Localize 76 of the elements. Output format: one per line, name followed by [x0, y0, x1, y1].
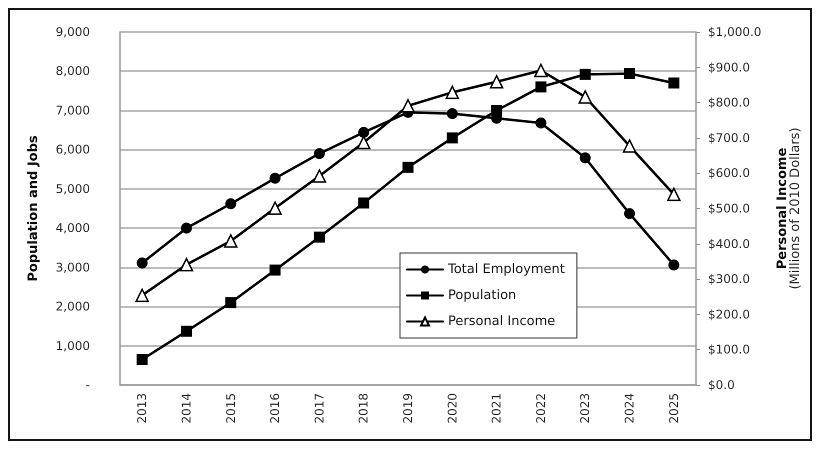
point [535, 81, 546, 92]
y-tick-label: 6,000 [56, 142, 90, 157]
y2-tick-label: $800.0 [708, 96, 750, 110]
point [356, 136, 370, 150]
point [268, 201, 282, 215]
point [270, 172, 281, 184]
point [667, 188, 681, 202]
point [358, 126, 370, 138]
point [401, 99, 415, 113]
point [535, 118, 546, 128]
point [225, 297, 236, 308]
point [446, 132, 458, 144]
point [446, 108, 458, 120]
y2-tick-label: $0.0 [708, 378, 735, 392]
y2-tick-label: $500.0 [708, 202, 750, 216]
y-tick-label: 4,000 [56, 221, 90, 236]
x-tick-label: 2020 [445, 393, 460, 424]
x-tick-label: 2013 [135, 393, 150, 424]
y-tick-label: - [86, 378, 90, 392]
y-tick-label: 8,000 [56, 64, 90, 78]
y2-tick-label: $300.0 [708, 272, 750, 286]
x-tick-label: 2015 [224, 393, 238, 424]
y2-tick-label: $200.0 [708, 307, 750, 322]
x-tick-label: 2017 [312, 393, 326, 424]
point [135, 288, 149, 302]
y2-tick-label: $700.0 [708, 130, 750, 145]
point [534, 64, 548, 78]
y2-tick-label: $400.0 [708, 236, 750, 251]
point [491, 104, 502, 116]
point [314, 148, 325, 160]
legend-label: Total Employment [447, 262, 565, 277]
point [624, 68, 636, 80]
y-tick-label: 9,000 [56, 25, 90, 39]
point [624, 208, 636, 220]
y2-tick-label: $1,000.0 [708, 25, 762, 39]
point [668, 259, 680, 270]
y-tick-label: 5,000 [56, 182, 90, 196]
point [180, 326, 192, 337]
y-tick-label: 1,000 [56, 338, 90, 353]
point [180, 258, 194, 272]
point [622, 139, 636, 153]
point [136, 354, 148, 366]
point [580, 68, 591, 80]
point [490, 75, 504, 89]
y2-tick-label: $600.0 [708, 166, 750, 180]
x-tick-label: 2025 [666, 393, 681, 424]
point [314, 232, 325, 243]
x-tick-label: 2021 [490, 393, 504, 424]
point [446, 86, 460, 100]
y-axis-title: Population and Jobs [26, 135, 41, 282]
point [578, 90, 592, 104]
y-tick-label: 2,000 [56, 300, 90, 314]
x-tick-label: 2024 [622, 393, 637, 424]
point [225, 198, 236, 210]
y2-tick-label: $100.0 [708, 342, 750, 357]
y2-axis-title: Personal Income (Millions of 2010 Dollars) [775, 127, 803, 290]
point [580, 152, 591, 164]
point [402, 162, 414, 173]
point [136, 258, 148, 269]
y2-tick-label: $900.0 [708, 60, 750, 74]
legend-label: Personal Income [448, 314, 556, 329]
y-tick-label: 7,000 [56, 103, 90, 118]
x-tick-label: 2023 [578, 393, 592, 424]
x-tick-label: 2022 [534, 393, 548, 424]
x-tick-label: 2019 [401, 393, 415, 424]
legend-label: Population [448, 288, 516, 303]
point [668, 77, 680, 88]
point [358, 198, 370, 209]
x-tick-label: 2014 [179, 393, 194, 424]
x-tick-label: 2018 [356, 393, 371, 424]
y-tick-label: 3,000 [56, 260, 90, 274]
point [224, 234, 238, 248]
point [312, 169, 326, 183]
point [180, 222, 192, 234]
x-tick-label: 2016 [268, 393, 282, 424]
point [270, 264, 281, 276]
